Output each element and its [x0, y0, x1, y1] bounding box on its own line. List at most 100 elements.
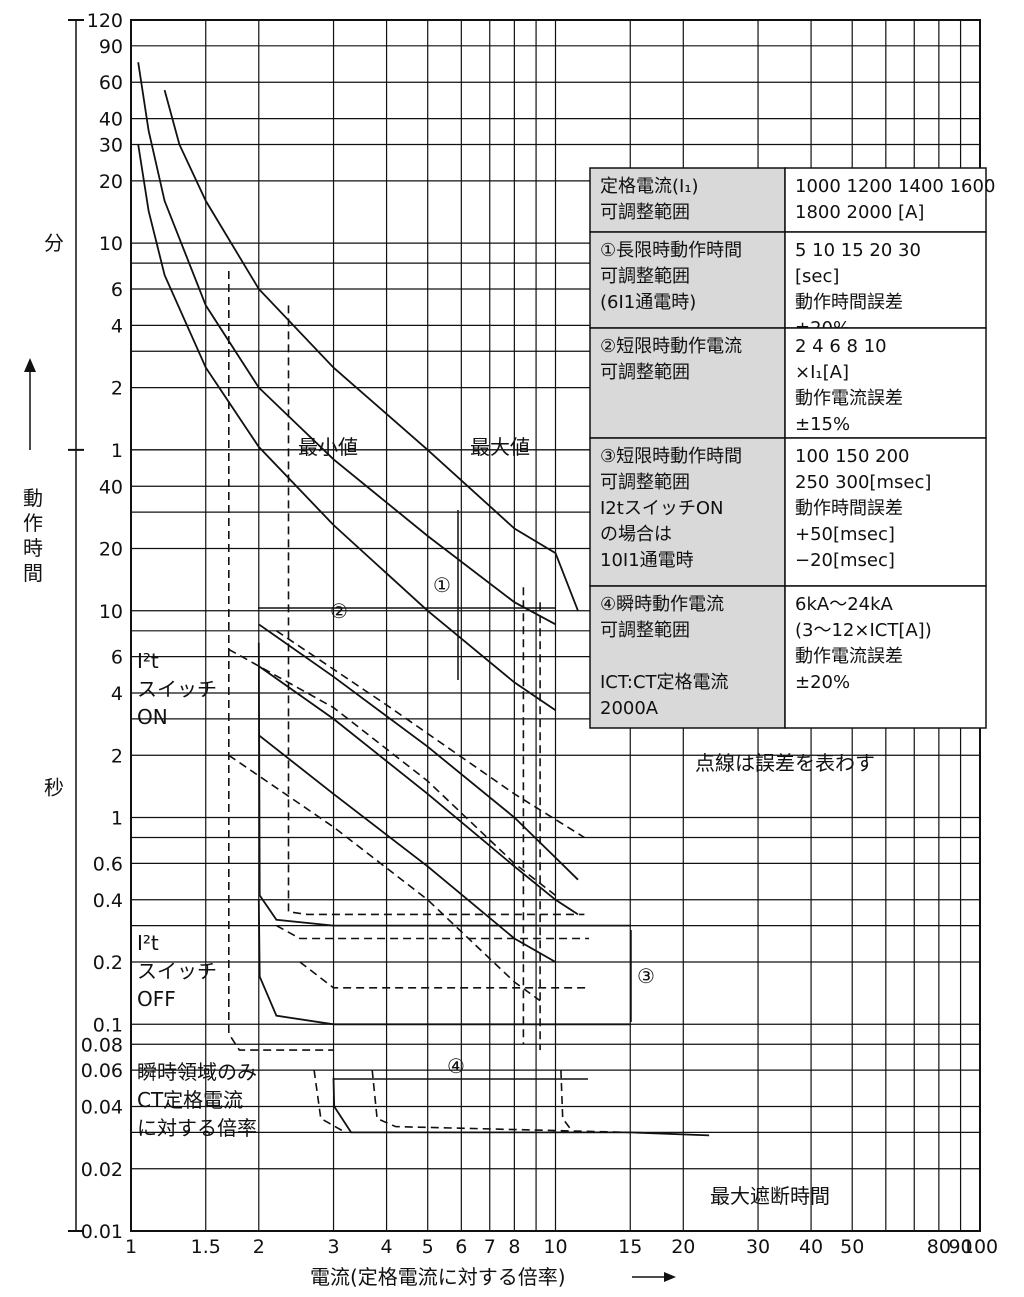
y-tick-label: 2 — [111, 745, 123, 767]
y-tick-label: 0.01 — [81, 1221, 123, 1243]
table-row-1-right-text: 1800 2000 [A] — [795, 202, 924, 223]
x-tick-label: 80 — [927, 1236, 951, 1258]
x-tick-label: 3 — [327, 1236, 339, 1258]
table-row-2-right-bg — [784, 231, 987, 329]
table-row-2-left-text: 可調整範囲 — [600, 266, 690, 287]
curve-4 — [258, 623, 579, 881]
y-tick-label: 6 — [111, 647, 123, 669]
table-row-5-right-text: 6kA〜24kA — [795, 594, 894, 615]
x-tick-label: 6 — [455, 1236, 467, 1258]
x-tick-label: 2 — [253, 1236, 265, 1258]
x-tick-label: 40 — [799, 1236, 823, 1258]
curve-9 — [332, 1077, 710, 1137]
i2t-off-label-2: スイッチ — [137, 959, 217, 983]
y-axis-title-char: 時 — [23, 536, 43, 560]
table-row-5-right-bg — [784, 585, 987, 729]
x-axis-arrowhead — [664, 1272, 676, 1282]
min-value-label: 最小値 — [298, 435, 358, 459]
table-row-4-right-text: +50[msec] — [795, 524, 895, 545]
dashed-line-8 — [276, 924, 590, 940]
y-tick-label: 1 — [111, 808, 123, 830]
y-tick-label: 90 — [99, 36, 123, 58]
i2t-off-label-3: OFF — [137, 987, 176, 1011]
y-tick-label: 0.2 — [93, 952, 123, 974]
dashed-line-6 — [228, 754, 541, 1002]
y-tick-label: 40 — [99, 109, 123, 131]
y-tick-label: 6 — [111, 279, 123, 301]
table-row-5-left-text: ICT:CT定格電流 — [600, 672, 729, 693]
table-row-1-right-bg — [784, 167, 987, 233]
y-tick-label: 40 — [99, 476, 123, 498]
y-tick-label: 0.06 — [81, 1060, 123, 1082]
y-axis-title-char: 作 — [23, 511, 43, 535]
curve-6 — [258, 734, 556, 963]
dashed-line-7 — [275, 630, 585, 839]
y-tick-label: 60 — [99, 72, 123, 94]
y-axis-arrowhead — [24, 358, 36, 372]
table-row-1-left-text: 可調整範囲 — [600, 202, 690, 223]
table-row-1-left-text: 定格電流(I₁) — [600, 176, 699, 197]
table-row-3-left-bg — [589, 327, 786, 439]
x-tick-label: 20 — [671, 1236, 695, 1258]
max-break-label: 最大遮断時間 — [710, 1184, 830, 1208]
y-tick-label: 20 — [99, 539, 123, 561]
curve-5 — [258, 665, 579, 916]
x-tick-label: 7 — [484, 1236, 496, 1258]
minutes-unit-label: 分 — [44, 231, 64, 255]
table-row-4-right-text: 動作時間誤差 — [795, 498, 903, 519]
y-tick-label: 0.04 — [81, 1097, 123, 1119]
i2t-off-label-1: I²t — [137, 931, 159, 955]
inst-note-3: に対する倍率 — [137, 1116, 257, 1140]
x-tick-label: 10 — [543, 1236, 567, 1258]
x-axis-title: 電流(定格電流に対する倍率) — [310, 1265, 566, 1289]
table-row-1-right-text: 1000 1200 1400 1600 — [795, 176, 995, 197]
table-row-3-left-text: 可調整範囲 — [600, 362, 690, 383]
table-row-5-left-text: ④瞬時動作電流 — [600, 594, 724, 615]
table-row-5-right-text: (3〜12×ICT[A]) — [795, 620, 932, 641]
curve-1 — [137, 62, 556, 626]
y-axis-title-char: 動 — [23, 486, 43, 510]
i2t-on-label-1: I²t — [137, 649, 159, 673]
table-row-4-right-text: 250 300[msec] — [795, 472, 931, 493]
x-tick-label: 15 — [618, 1236, 642, 1258]
mark-1: ① — [433, 573, 451, 597]
max-value-label: 最大値 — [470, 435, 530, 459]
y-tick-label: 20 — [99, 171, 123, 193]
table-row-4-left-text: の場合は — [600, 524, 672, 545]
dashed-line-5 — [228, 648, 556, 897]
y-tick-label: 2 — [111, 378, 123, 400]
y-tick-label: 0.4 — [93, 890, 123, 912]
table-row-2-left-text: (6I1通電時) — [600, 292, 696, 313]
table-row-4-right-text: −20[msec] — [795, 550, 895, 571]
table-row-4-left-text: ③短限時動作時間 — [600, 446, 742, 467]
dashed-line-10 — [313, 1069, 346, 1134]
y-tick-label: 0.6 — [93, 853, 123, 875]
i2t-on-label-2: スイッチ — [137, 677, 217, 701]
table-row-4-left-text: 10I1通電時 — [600, 550, 694, 571]
table-row-3-left-text: ②短限時動作電流 — [600, 336, 742, 357]
curve-3 — [137, 144, 557, 712]
table-row-4-left-text: 可調整範囲 — [600, 472, 690, 493]
y-tick-label: 4 — [111, 315, 123, 337]
x-tick-label: 8 — [508, 1236, 520, 1258]
table-row-4-left-text: I2tスイッチON — [600, 498, 723, 519]
x-tick-label: 100 — [962, 1236, 998, 1258]
inst-note-1: 瞬時領域のみ — [137, 1060, 257, 1084]
table-row-2-right-text: 5 10 15 20 30 — [795, 240, 921, 261]
table-row-3-right-bg — [784, 327, 987, 439]
annotations: 電流(定格電流に対する倍率) 最小値 最大値 ① ② ③ ④ I²t スイッチ … — [137, 435, 875, 1289]
y-tick-label: 0.02 — [81, 1159, 123, 1181]
i2t-on-label-3: ON — [137, 705, 168, 729]
table-row-1-left-bg — [589, 167, 786, 233]
table-row-5-left-bg — [589, 585, 786, 729]
x-tick-label: 50 — [840, 1236, 864, 1258]
inst-note-2: CT定格電流 — [137, 1088, 243, 1112]
table-row-5-left-text: 可調整範囲 — [600, 620, 690, 641]
table-row-2-right-text: [sec] — [795, 266, 839, 287]
dotted-note: 点線は誤差を表わす — [695, 751, 875, 775]
y-tick-label: 10 — [99, 233, 123, 255]
dashed-line-11 — [371, 1070, 631, 1134]
table-row-5-left-text: 2000A — [600, 698, 659, 719]
settings-table: 定格電流(I₁) 可調整範囲 1000 1200 1400 1600 1800 200… — [589, 167, 995, 729]
table-row-3-right-text: ×I₁[A] — [795, 362, 849, 383]
